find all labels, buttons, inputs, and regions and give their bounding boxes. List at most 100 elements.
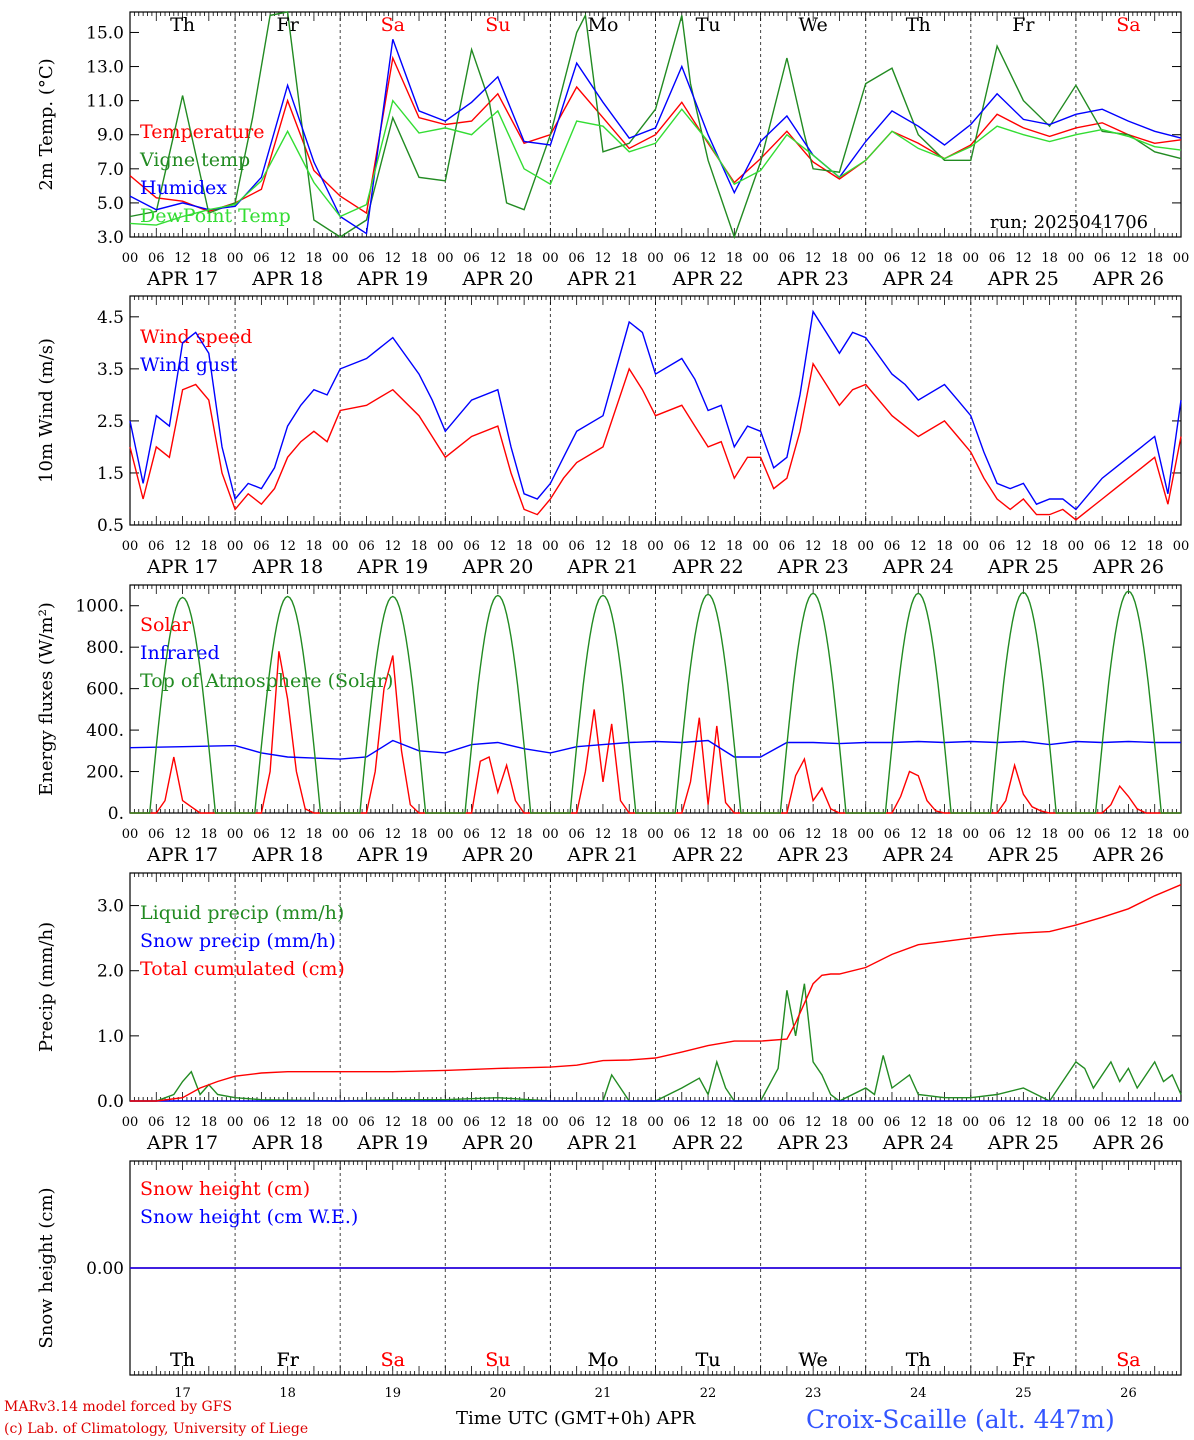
run-label: run: 2025041706 — [990, 212, 1148, 233]
hour-label: 12 — [1015, 1115, 1032, 1130]
hour-label: 06 — [989, 251, 1006, 266]
hour-label: 06 — [884, 251, 901, 266]
y-tick-label: 800. — [86, 638, 124, 658]
y-tick-label: 400. — [86, 721, 124, 741]
date-label: APR 24 — [882, 268, 954, 290]
hour-label: 18 — [1041, 251, 1058, 266]
hour-label: 00 — [647, 539, 664, 554]
date-label: APR 18 — [251, 1132, 323, 1154]
date-label: APR 19 — [356, 556, 428, 578]
date-label: APR 23 — [777, 844, 849, 866]
day-label: Sa — [381, 14, 405, 36]
hour-label: 00 — [227, 1115, 244, 1130]
hour-label: 12 — [1120, 1115, 1137, 1130]
day-label: Sa — [1116, 1349, 1140, 1371]
day-label: Su — [485, 1349, 510, 1371]
date-label: APR 25 — [987, 556, 1059, 578]
y-tick-label: 200. — [86, 763, 124, 783]
hour-label: 12 — [490, 539, 507, 554]
hour-label: 18 — [516, 1115, 533, 1130]
hour-label: 12 — [279, 1115, 296, 1130]
hour-label: 18 — [621, 251, 638, 266]
date-label: APR 24 — [882, 556, 954, 578]
legend-entry: Wind speed — [140, 326, 252, 348]
hour-label: 18 — [1041, 827, 1058, 842]
legend-entry: Snow height (cm W.E.) — [140, 1206, 358, 1228]
day-label: Th — [170, 14, 195, 36]
hour-label: 06 — [253, 539, 270, 554]
hour-label: 06 — [989, 539, 1006, 554]
hour-label: 06 — [358, 539, 375, 554]
day-label: Su — [485, 14, 510, 36]
date-label: APR 19 — [356, 844, 428, 866]
hour-label: 00 — [437, 827, 454, 842]
hour-label: 00 — [857, 539, 874, 554]
hour-label: 06 — [463, 827, 480, 842]
hour-label: 12 — [174, 251, 191, 266]
hour-label: 00 — [1068, 1115, 1085, 1130]
legend-entry: Liquid precip (mm/h) — [140, 902, 344, 924]
hour-label: 00 — [963, 1115, 980, 1130]
hour-label: 06 — [148, 251, 165, 266]
hour-label: 00 — [752, 827, 769, 842]
date-label: APR 23 — [777, 268, 849, 290]
hour-label: 18 — [306, 539, 323, 554]
hour-label: 06 — [358, 1115, 375, 1130]
hour-label: 12 — [490, 827, 507, 842]
temperature-line — [129, 55, 1182, 215]
hour-label: 18 — [726, 539, 743, 554]
date-label: APR 21 — [566, 268, 638, 290]
hour-label: 12 — [595, 251, 612, 266]
y-tick-label: 3.0 — [97, 897, 124, 917]
hour-label: 18 — [621, 539, 638, 554]
hour-label: 12 — [805, 827, 822, 842]
hour-label: 06 — [253, 251, 270, 266]
y-axis-label: Snow height (cm) — [36, 1187, 57, 1348]
day-label: Fr — [277, 1349, 300, 1371]
hour-label: 06 — [358, 827, 375, 842]
hour-label: 06 — [463, 539, 480, 554]
hour-label: 06 — [463, 251, 480, 266]
hour-label: 00 — [122, 827, 139, 842]
plot-frame — [129, 11, 1182, 238]
legend-entry: Infrared — [140, 642, 220, 664]
hour-label: 00 — [542, 251, 559, 266]
snow-panel: 0.00 Snow height (cm) Snow height (cm) Snow… — [36, 1160, 1182, 1401]
date-label: APR 22 — [672, 844, 744, 866]
day-label: We — [799, 14, 828, 36]
y-axis-label: Precip (mm/h) — [36, 922, 57, 1052]
hour-label: 18 — [831, 539, 848, 554]
y-tick-label: 9.0 — [97, 126, 124, 146]
day-number: 26 — [1120, 1386, 1137, 1401]
day-number: 21 — [595, 1386, 612, 1401]
hour-label: 06 — [358, 251, 375, 266]
legend-entry: Wind gust — [140, 354, 238, 376]
hour-label: 12 — [384, 539, 401, 554]
hour-label: 00 — [752, 251, 769, 266]
hour-label: 18 — [1041, 1115, 1058, 1130]
wind-panel: 0.5 1.5 2.5 3.5 4.5 10m Wind (m/s) Wind speed W… — [36, 295, 1189, 578]
hour-label: 12 — [279, 827, 296, 842]
day-number: 23 — [805, 1386, 822, 1401]
hour-label: 00 — [542, 827, 559, 842]
legend-entry: Solar — [140, 614, 192, 636]
y-tick-label: 2.0 — [97, 962, 124, 982]
hour-label: 00 — [542, 1115, 559, 1130]
hour-label: 06 — [884, 539, 901, 554]
date-label: APR 25 — [987, 1132, 1059, 1154]
hour-label: 06 — [779, 827, 796, 842]
hour-label: 00 — [332, 539, 349, 554]
date-label: APR 21 — [566, 556, 638, 578]
date-label: APR 24 — [882, 1132, 954, 1154]
hour-label: 12 — [1120, 827, 1137, 842]
date-label: APR 21 — [566, 844, 638, 866]
hour-label: 06 — [674, 1115, 691, 1130]
day-label: Fr — [1012, 14, 1035, 36]
hour-label: 12 — [174, 827, 191, 842]
day-label: Th — [170, 1349, 195, 1371]
date-label: APR 22 — [672, 556, 744, 578]
hour-label: 00 — [963, 251, 980, 266]
day-label: Mo — [587, 14, 618, 36]
day-label: Sa — [381, 1349, 405, 1371]
